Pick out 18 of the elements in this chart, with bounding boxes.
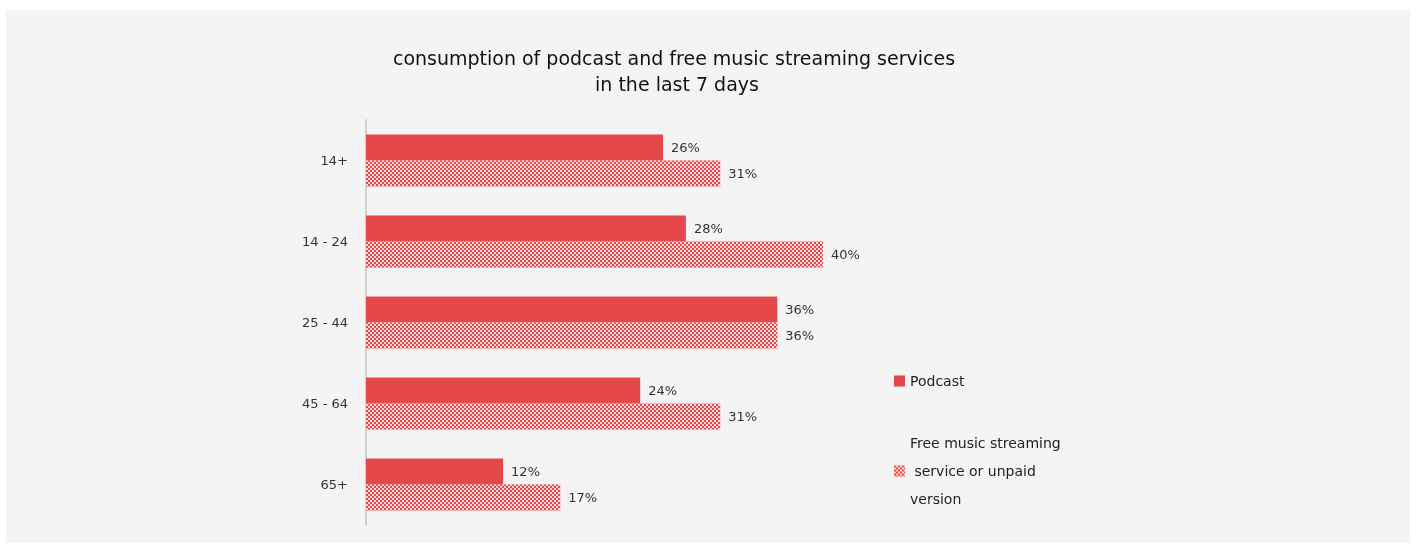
chart-title: consumption of podcast and free music streaming services in the last 7 days bbox=[392, 47, 962, 95]
data-label: 36% bbox=[785, 328, 815, 343]
data-label: 40% bbox=[831, 247, 860, 262]
data-label: 26% bbox=[671, 140, 700, 155]
y-tick-label: 14+ bbox=[320, 153, 348, 168]
legend-label: Podcast bbox=[910, 373, 965, 389]
y-tick-label: 65+ bbox=[320, 477, 348, 492]
y-tick-label: 45 - 64 bbox=[301, 396, 348, 411]
data-label: 31% bbox=[728, 409, 758, 424]
y-tick-label: 25 - 44 bbox=[301, 315, 348, 330]
data-label: 36% bbox=[785, 302, 815, 317]
data-label: 12% bbox=[511, 464, 541, 479]
data-label: 31% bbox=[728, 166, 758, 181]
data-label: 17% bbox=[568, 490, 598, 505]
legend-label: Free music streaming service or unpaid version bbox=[910, 435, 1061, 507]
data-label: 24% bbox=[648, 383, 678, 398]
data-label: 28% bbox=[693, 221, 723, 236]
y-tick-label: 14 - 24 bbox=[301, 234, 348, 249]
